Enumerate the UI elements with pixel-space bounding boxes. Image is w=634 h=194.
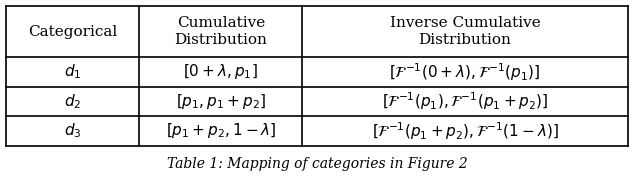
Text: Table 1: Mapping of categories in Figure 2: Table 1: Mapping of categories in Figure… (167, 157, 467, 171)
Text: $[\mathcal{F}^{-1}(p_1 + p_2), \mathcal{F}^{-1}(1 - \lambda)]$: $[\mathcal{F}^{-1}(p_1 + p_2), \mathcal{… (372, 120, 559, 142)
Text: Inverse Cumulative
Distribution: Inverse Cumulative Distribution (389, 16, 540, 47)
Text: $[\mathcal{F}^{-1}(p_1), \mathcal{F}^{-1}(p_1 + p_2)]$: $[\mathcal{F}^{-1}(p_1), \mathcal{F}^{-1… (382, 91, 548, 112)
Text: $[\mathcal{F}^{-1}(0 + \lambda), \mathcal{F}^{-1}(p_1)]$: $[\mathcal{F}^{-1}(0 + \lambda), \mathca… (389, 61, 541, 83)
Text: Cumulative
Distribution: Cumulative Distribution (174, 16, 268, 47)
Text: $[0 + \lambda, p_1]$: $[0 + \lambda, p_1]$ (183, 62, 258, 81)
Text: $d_1$: $d_1$ (64, 63, 82, 81)
Text: $d_2$: $d_2$ (64, 92, 82, 111)
Text: $d_3$: $d_3$ (64, 121, 82, 140)
Text: Categorical: Categorical (29, 25, 117, 39)
Text: $[p_1, p_1 + p_2]$: $[p_1, p_1 + p_2]$ (176, 92, 266, 111)
Text: $[p_1 + p_2, 1 - \lambda]$: $[p_1 + p_2, 1 - \lambda]$ (165, 121, 276, 140)
